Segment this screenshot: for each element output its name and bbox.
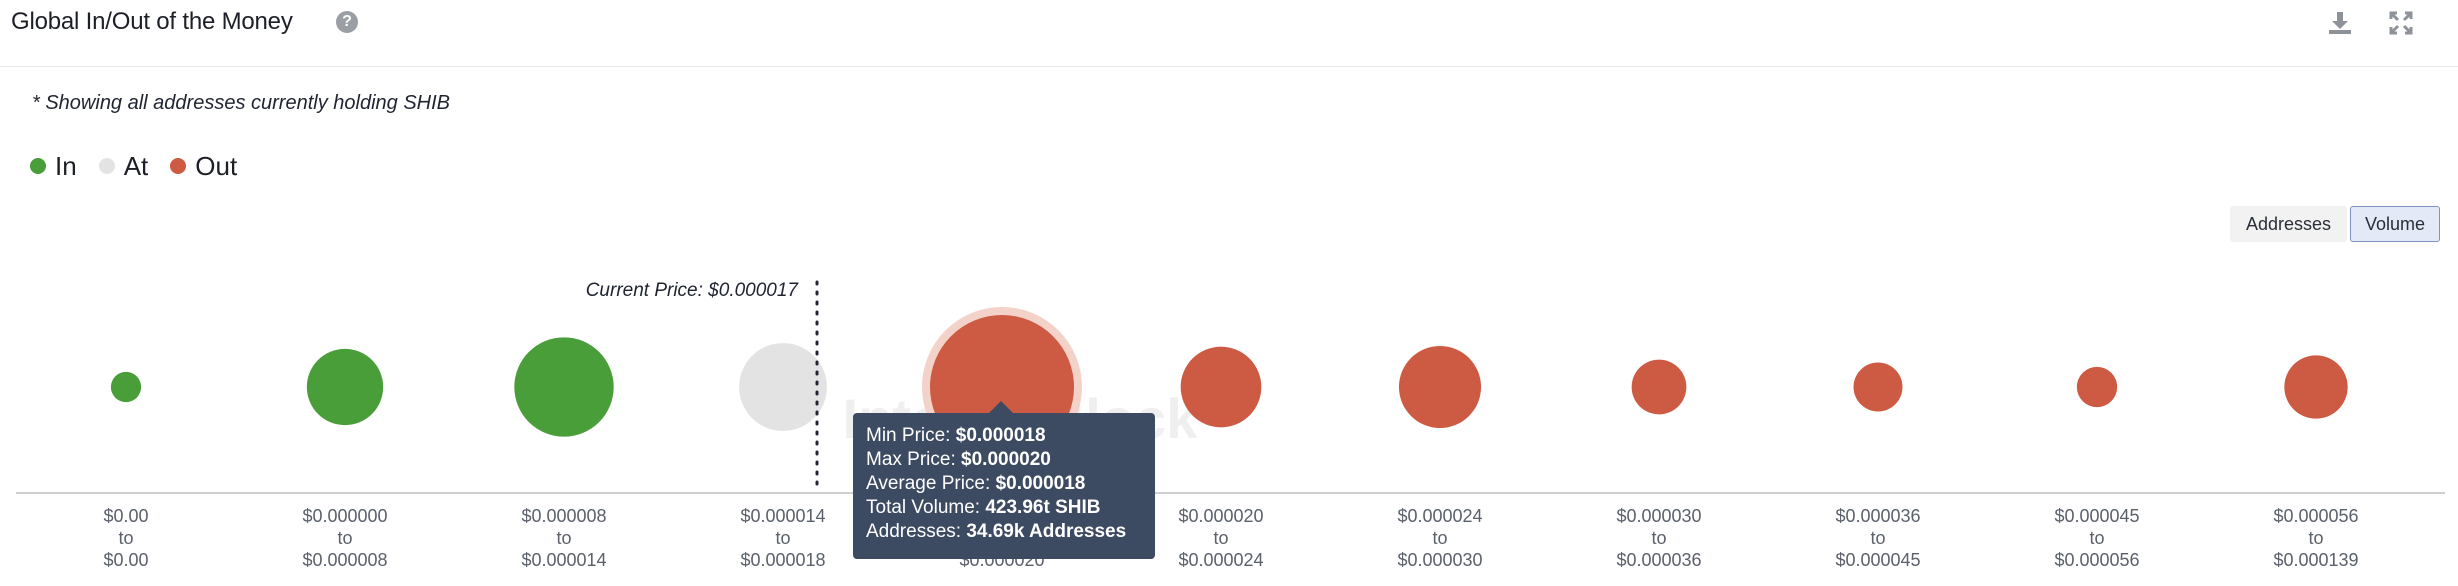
bubble-chart: IntoTheBlock$0.00to$0.00$0.000000to$0.00… [16,280,2445,570]
bubble-tooltip: Min Price: $0.000018 Max Price: $0.00002… [853,401,1155,559]
help-icon[interactable]: ? [336,11,358,33]
x-tick-label: to [118,528,133,548]
widget-title: Global In/Out of the Money [11,8,293,35]
tooltip-volume: Total Volume: 423.96t SHIB [866,497,1101,518]
x-tick-label: to [775,528,790,548]
x-tick-label: $0.000056 [2273,506,2358,526]
legend-label-in: In [55,150,77,181]
x-tick-label: $0.000018 [740,550,825,570]
holdings-note: * Showing all addresses currently holdin… [32,92,450,114]
x-tick-label: to [1651,528,1666,548]
legend-label-out: Out [195,150,238,181]
legend-dot-at [98,158,115,174]
x-tick-label: $0.000036 [1835,506,1920,526]
x-tick-label: $0.000014 [740,506,825,526]
x-tick-label: to [1870,528,1885,548]
tooltip-min-price: Min Price: $0.000018 [866,425,1046,446]
bubble-9 [1853,362,1903,412]
x-tick-label: $0.000008 [302,550,387,570]
x-tick-label: $0.000030 [1616,506,1701,526]
x-tick-label: $0.000014 [521,550,606,570]
legend: In At Out [30,150,259,182]
bubble-6 [1180,346,1262,428]
download-icon[interactable] [2325,8,2355,38]
x-tick-label: $0.000020 [1178,506,1263,526]
bubble-3 [514,337,614,437]
bubble-4 [739,343,827,431]
x-tick-label: to [337,528,352,548]
x-tick-label: $0.000008 [521,506,606,526]
legend-item-out[interactable]: Out [170,151,237,182]
bubble-7 [1398,345,1482,429]
tooltip-avg-price: Average Price: $0.000018 [866,473,1086,494]
x-tick-label: $0.000024 [1397,506,1482,526]
tooltip-addresses: Addresses: 34.69k Addresses [866,521,1127,542]
bubble-2 [306,348,384,426]
legend-dot-in [30,158,46,174]
bubble-10 [2076,366,2118,408]
x-tick-label: to [2308,528,2323,548]
legend-label-at: At [123,150,149,181]
bubble-8 [1631,359,1687,415]
x-tick-label: $0.000139 [2273,550,2358,570]
x-tick-label: $0.00 [103,550,148,570]
x-tick-label: to [1213,528,1228,548]
x-tick-label: to [1432,528,1447,548]
tooltip-max-price: Max Price: $0.000020 [866,449,1051,470]
legend-dot-out [170,158,187,174]
fullscreen-icon[interactable] [2386,8,2416,38]
x-tick-label: to [2089,528,2104,548]
x-tick-label: to [556,528,571,548]
x-tick-label: $0.000036 [1616,550,1701,570]
legend-item-in[interactable]: In [30,151,77,182]
x-tick-label: $0.000030 [1397,550,1482,570]
addresses-toggle-button[interactable]: Addresses [2230,206,2347,242]
bubble-11 [2284,355,2348,419]
x-tick-label: $0.000024 [1178,550,1263,570]
x-tick-label: $0.000045 [1835,550,1920,570]
current-price-label: Current Price: $0.000017 [586,280,800,301]
x-tick-label: $0.00 [103,506,148,526]
legend-item-at[interactable]: At [98,150,149,182]
x-tick-label: $0.000045 [2054,506,2139,526]
x-tick-label: $0.000056 [2054,550,2139,570]
bubble-1 [110,371,142,403]
widget-header: Global In/Out of the Money ? [0,0,2458,67]
volume-toggle-button[interactable]: Volume [2350,206,2440,242]
x-tick-label: $0.000000 [302,506,387,526]
